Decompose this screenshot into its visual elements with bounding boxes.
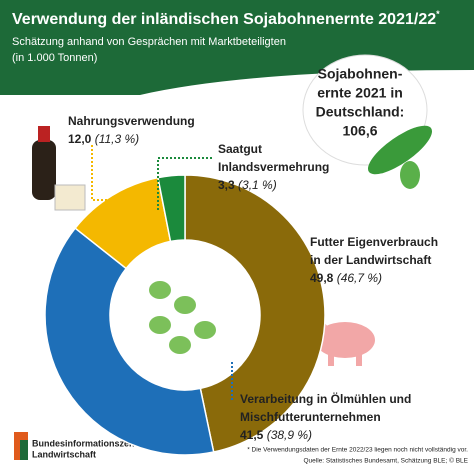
total-text: Sojabohnen- xyxy=(318,66,403,82)
subtitle: Schätzung anhand von Gesprächen mit Mark… xyxy=(12,36,286,48)
value-label: 41,5 (38,9 %) xyxy=(240,428,312,442)
leader-line xyxy=(91,145,125,201)
total-value: 106,6 xyxy=(342,123,377,139)
percent-text: (46,7 %) xyxy=(337,271,382,285)
total-text: Deutschland: xyxy=(316,104,405,120)
value-text: 3,3 xyxy=(218,178,235,192)
soy-bean xyxy=(169,336,191,354)
value-text: 12,0 xyxy=(68,132,92,146)
category-label: Saatgut xyxy=(218,142,262,156)
title-text: Verwendung der inländischen Sojabohnener… xyxy=(12,11,436,28)
soy-pod-icon xyxy=(367,125,433,189)
category-label: Futter Eigenverbrauch xyxy=(310,235,438,249)
donut-hole xyxy=(111,241,259,389)
percent-text: (11,3 %) xyxy=(95,132,139,146)
leader-line xyxy=(157,157,212,210)
value-text: 41,5 xyxy=(240,428,264,442)
category-label: Inlandsvermehrung xyxy=(218,160,329,174)
donut-segment xyxy=(157,174,186,243)
category-label: Mischfutterunternehmen xyxy=(240,410,381,424)
title-mark: * xyxy=(436,9,440,19)
category-label: in der Landwirtschaft xyxy=(310,253,431,267)
soy-bean xyxy=(149,281,171,299)
soy-sauce-icon xyxy=(32,126,86,211)
percent-text: (3,1 %) xyxy=(238,178,277,192)
soy-bean xyxy=(149,316,171,334)
value-text: 49,8 xyxy=(310,271,334,285)
percent-text: (38,9 %) xyxy=(267,428,312,442)
footnote: Quelle: Statistisches Bundesamt, Schätzu… xyxy=(304,457,469,465)
footnote: * Die Verwendungsdaten der Ernte 2022/23… xyxy=(247,447,468,454)
value-label: 3,3 (3,1 %) xyxy=(218,178,277,192)
donut-segment xyxy=(44,227,215,456)
logo xyxy=(14,432,28,460)
value-label: 12,0 (11,3 %) xyxy=(68,132,139,146)
logo-text: Landwirtschaft xyxy=(32,449,96,459)
category-label: Nahrungsverwendung xyxy=(68,114,195,128)
total-text: ernte 2021 in xyxy=(317,85,403,101)
chart-title: Verwendung der inländischen Sojabohnener… xyxy=(12,9,440,28)
category-label: Verarbeitung in Ölmühlen und xyxy=(240,391,411,406)
soy-bean xyxy=(194,321,216,339)
value-label: 49,8 (46,7 %) xyxy=(310,271,382,285)
leader-line xyxy=(270,243,291,301)
logo-text: Bundesinformationszentrum xyxy=(32,438,155,448)
subtitle: (in 1.000 Tonnen) xyxy=(12,52,97,64)
soy-bean xyxy=(174,296,196,314)
